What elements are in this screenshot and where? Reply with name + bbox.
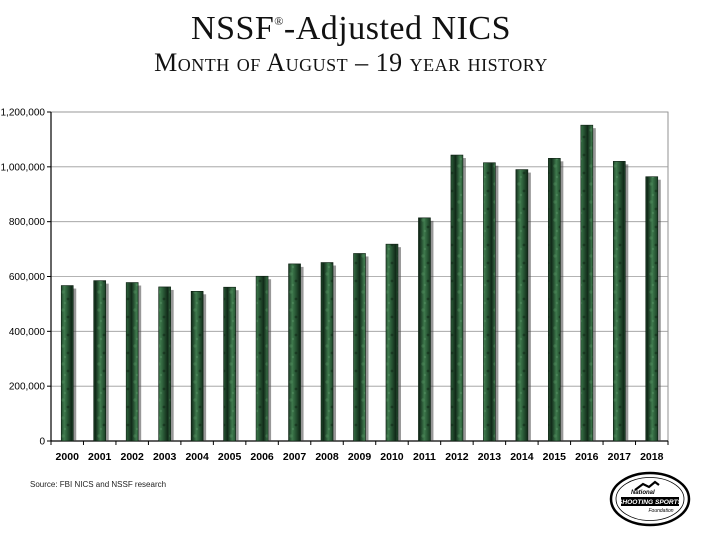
label-layer: 0 200,000 400,000 600,000 800,000 1,000,000 1,… <box>1 108 664 464</box>
logo-line3: Foundation <box>648 508 673 514</box>
x-tick-label: 2006 <box>250 451 274 463</box>
x-tick-label: 2014 <box>510 451 534 463</box>
x-tick-label: 2012 <box>445 451 469 463</box>
x-tick-label: 2017 <box>608 451 632 463</box>
bar-2017 <box>612 161 626 442</box>
bar-2008 <box>320 262 334 442</box>
x-tick-label: 2010 <box>380 451 404 463</box>
x-tick-label: 2016 <box>575 451 599 463</box>
bar-2018 <box>645 176 659 442</box>
x-tick-label: 2004 <box>185 451 209 463</box>
y-tick-label: 1,000,000 <box>1 162 46 173</box>
title-main: NSSF <box>191 10 275 47</box>
source-note: Source: FBI NICS and NSSF research <box>30 480 167 489</box>
y-tick-label: 600,000 <box>9 272 46 283</box>
x-tick-label: 2001 <box>88 451 112 463</box>
chart-subtitle: Month of August – 19 year history <box>154 48 548 77</box>
bar-2011 <box>418 217 431 442</box>
x-tick-label: 2018 <box>640 451 664 463</box>
bar-2007 <box>288 263 301 442</box>
y-tick-label: 0 <box>39 437 45 448</box>
bar-2004 <box>190 291 204 442</box>
y-tick-label: 200,000 <box>9 382 46 393</box>
y-tick-label: 800,000 <box>9 217 46 228</box>
x-tick-label: 2002 <box>121 451 145 463</box>
x-tick-label: 2008 <box>315 451 339 463</box>
registered-mark: ® <box>274 14 284 28</box>
x-tick-label: 2011 <box>413 451 436 463</box>
x-tick-label: 2003 <box>153 451 177 463</box>
bar-2013 <box>483 162 496 442</box>
logo-line2: SHOOTING SPORTS <box>618 499 683 506</box>
x-tick-label: 2009 <box>348 451 372 463</box>
bar-2005 <box>223 286 236 442</box>
bar-2002 <box>125 282 139 442</box>
y-tick-label: 1,200,000 <box>1 108 46 119</box>
x-tick-label: 2015 <box>543 451 567 463</box>
bar-2016 <box>580 124 594 442</box>
x-tick-label: 2007 <box>283 451 307 463</box>
bar-2015 <box>548 158 561 442</box>
nssf-logo: National SHOOTING SPORTS Foundation <box>609 471 691 527</box>
bar-layer <box>60 124 661 442</box>
bar-chart: 0 200,000 400,000 600,000 800,000 1,000,000 1,… <box>1 108 669 464</box>
bar-2010 <box>385 243 399 442</box>
logo-line1: National <box>631 490 655 496</box>
x-tick-label: 2013 <box>478 451 502 463</box>
bar-2009 <box>353 253 366 442</box>
bar-2001 <box>93 280 107 442</box>
x-tick-label: 2000 <box>56 451 80 463</box>
x-tick-label: 2005 <box>218 451 242 463</box>
bar-2012 <box>450 154 464 442</box>
title-main-suffix: -Adjusted NICS <box>283 10 511 47</box>
bar-2014 <box>515 169 529 442</box>
bar-2003 <box>158 286 171 442</box>
bar-2000 <box>60 285 74 442</box>
bar-2006 <box>255 275 269 442</box>
y-tick-label: 400,000 <box>9 327 46 338</box>
chart-title: NSSF®-Adjusted NICS <box>0 10 702 48</box>
